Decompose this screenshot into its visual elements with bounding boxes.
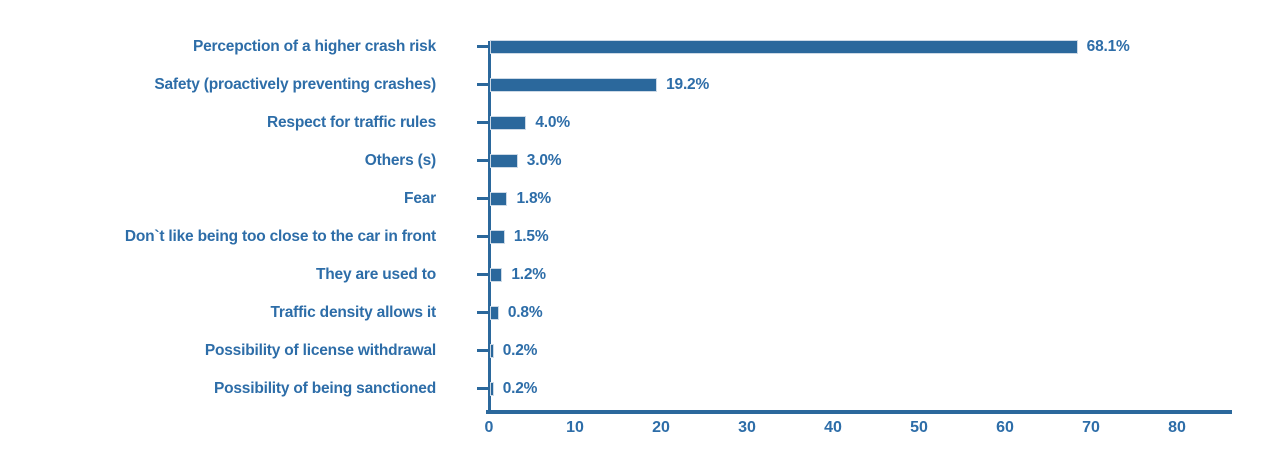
chart-row: Others (s) 3.0% <box>0 142 1267 180</box>
value-label: 1.8% <box>516 190 551 207</box>
category-label: Possibility of being sanctioned <box>213 380 436 397</box>
chart-row: Percepction of a higher crash risk 68.1% <box>0 28 1267 66</box>
chart-row: Traffic density allows it 0.8% <box>0 294 1267 332</box>
category-label: Percepction of a higher crash risk <box>192 38 436 55</box>
x-tick-label: 40 <box>824 419 842 436</box>
x-tick-label: 30 <box>738 419 756 436</box>
bar <box>491 345 493 357</box>
bar <box>491 383 493 395</box>
value-label: 0.2% <box>502 380 538 397</box>
chart-row: Don`t like being too close to the car in… <box>0 218 1267 256</box>
x-axis-line <box>486 410 1232 414</box>
y-axis-tick <box>477 387 491 390</box>
y-axis-tick <box>477 45 491 48</box>
x-tick-label: 70 <box>1082 419 1100 436</box>
value-label: 3.0% <box>526 152 562 169</box>
y-axis-tick <box>477 197 491 200</box>
bar <box>491 231 504 243</box>
value-label: 0.8% <box>507 304 543 321</box>
category-label: Respect for traffic rules <box>267 114 436 131</box>
value-label: 0.2% <box>502 342 538 359</box>
category-label: Traffic density allows it <box>270 304 436 321</box>
x-tick-label: 20 <box>652 419 670 436</box>
y-axis-tick <box>477 349 491 352</box>
bar <box>491 41 1077 53</box>
bar <box>491 269 502 281</box>
value-label: 68.1% <box>1086 38 1130 55</box>
x-tick-label: 50 <box>910 419 928 436</box>
value-label: 19.2% <box>666 76 710 93</box>
x-tick-label: 60 <box>996 419 1014 436</box>
value-label: 1.5% <box>513 228 549 245</box>
y-axis-tick <box>477 83 491 86</box>
chart-row: Respect for traffic rules 4.0% <box>0 104 1267 142</box>
bar <box>491 307 498 319</box>
y-axis-tick <box>477 235 491 238</box>
category-label: Don`t like being too close to the car in… <box>124 228 436 245</box>
category-label: Others (s) <box>364 152 436 169</box>
bar <box>491 117 526 129</box>
value-label: 1.2% <box>511 266 546 283</box>
category-label: Possibility of license withdrawal <box>204 342 436 359</box>
y-axis-tick <box>477 273 491 276</box>
y-axis-tick <box>477 159 491 162</box>
bar <box>491 155 517 167</box>
x-tick-label: 0 <box>484 419 494 436</box>
x-tick-label: 80 <box>1168 419 1186 436</box>
bar <box>491 193 507 205</box>
bar <box>491 79 657 91</box>
y-axis-tick <box>477 311 491 314</box>
y-axis-line <box>488 41 491 410</box>
chart-row: They are used to 1.2% <box>0 256 1267 294</box>
category-label: They are used to <box>316 266 436 283</box>
value-label: 4.0% <box>535 114 570 131</box>
chart-row: Possibility of being sanctioned 0.2% <box>0 370 1267 408</box>
category-label: Fear <box>404 190 436 207</box>
x-tick-label: 10 <box>566 419 584 436</box>
chart-row: Fear 1.8% <box>0 180 1267 218</box>
chart-row: Safety (proactively preventing crashes) … <box>0 66 1267 104</box>
y-axis-tick <box>477 121 491 124</box>
chart-row: Possibility of license withdrawal 0.2% <box>0 332 1267 370</box>
category-label: Safety (proactively preventing crashes) <box>154 76 436 93</box>
